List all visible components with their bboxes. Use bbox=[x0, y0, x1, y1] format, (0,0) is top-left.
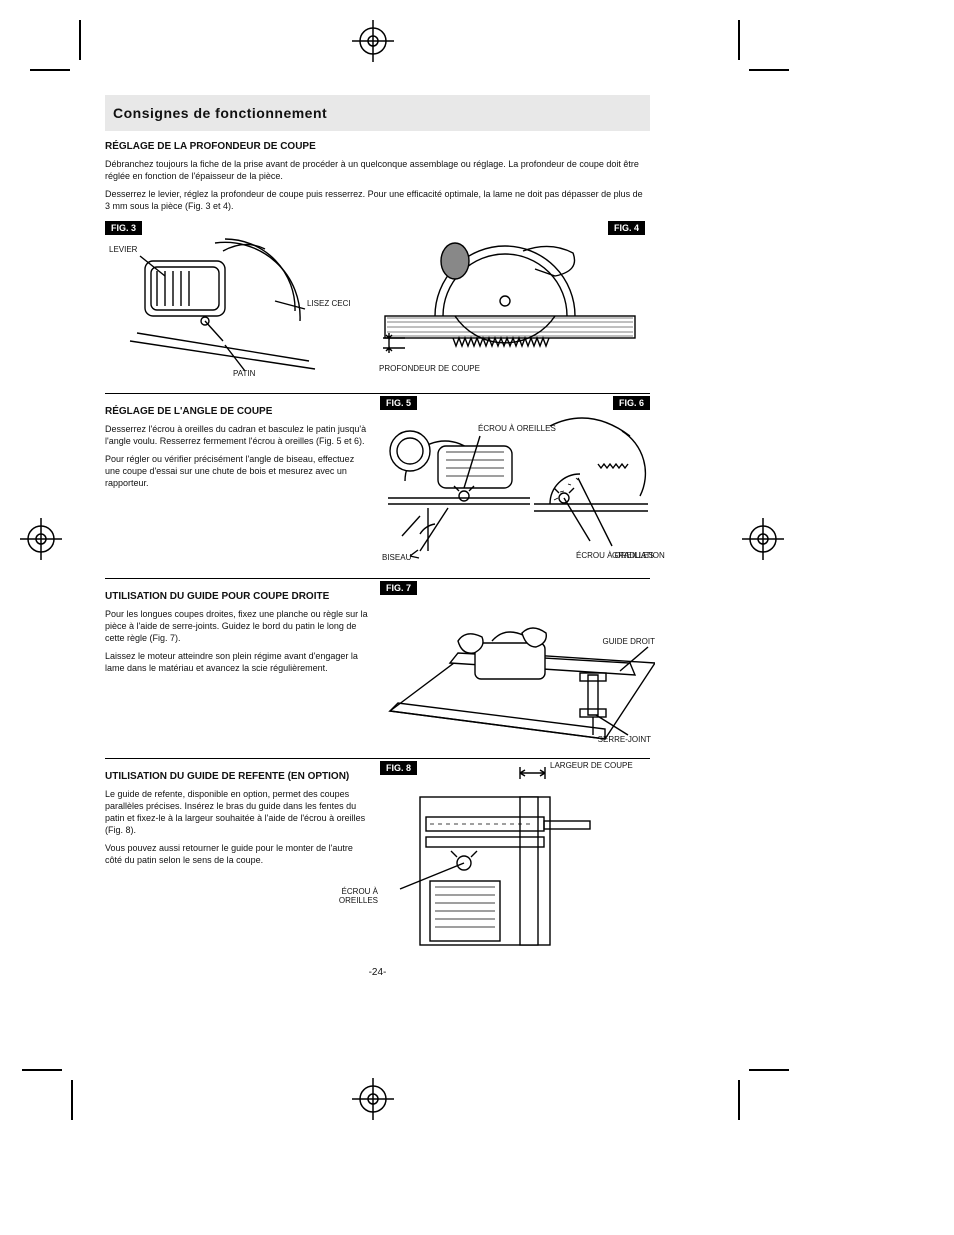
text-straight-1: Pour les longues coupes droites, fixez u… bbox=[105, 608, 370, 644]
registration-mark-top bbox=[352, 20, 394, 62]
fig5-callout-angle: BISEAU bbox=[382, 553, 411, 562]
fig7-label: FIG. 7 bbox=[380, 581, 417, 595]
page-title: Consignes de fonctionnement bbox=[113, 105, 327, 121]
fig4-illustration bbox=[375, 221, 645, 381]
text-depth-1: Débranchez toujours la fiche de la prise… bbox=[105, 158, 650, 182]
separator-2 bbox=[105, 578, 650, 579]
heading-bevel: RÉGLAGE DE L'ANGLE DE COUPE bbox=[105, 406, 370, 417]
crop-mark-top-right bbox=[729, 20, 789, 80]
figure-3: FIG. 3 bbox=[105, 221, 365, 381]
text-bevel-2: Pour régler ou vérifier précisément l'an… bbox=[105, 453, 370, 489]
text-depth-2: Desserrez le levier, réglez la profondeu… bbox=[105, 188, 650, 212]
page-content: Consignes de fonctionnement RÉGLAGE DE L… bbox=[105, 95, 650, 946]
fig4-label: FIG. 4 bbox=[608, 221, 645, 235]
title-bar: Consignes de fonctionnement bbox=[105, 95, 650, 131]
registration-mark-right bbox=[742, 518, 784, 560]
figure-row-3-4: FIG. 3 bbox=[105, 221, 650, 381]
figure-7: FIG. 7 bbox=[380, 581, 655, 746]
fig8-label: FIG. 8 bbox=[380, 761, 417, 775]
fig5-label: FIG. 5 bbox=[380, 396, 417, 410]
figure-6: FIG. 6 bbox=[530, 396, 650, 566]
row-bevel: RÉGLAGE DE L'ANGLE DE COUPE Desserrez l'… bbox=[105, 396, 650, 566]
registration-mark-bottom bbox=[352, 1078, 394, 1120]
text-bevel-1: Desserrez l'écrou à oreilles du cadran e… bbox=[105, 423, 370, 447]
crop-mark-bottom-left bbox=[22, 1060, 82, 1120]
crop-mark-bottom-right bbox=[729, 1060, 789, 1120]
fig3-callout-tab: LISEZ CECI bbox=[307, 299, 351, 308]
row-straight: UTILISATION DU GUIDE POUR COUPE DROITE P… bbox=[105, 581, 650, 746]
fig3-callout-lever: LEVIER bbox=[109, 245, 137, 254]
text-rip-1: Le guide de refente, disponible en optio… bbox=[105, 788, 370, 837]
separator-1 bbox=[105, 393, 650, 394]
heading-straight: UTILISATION DU GUIDE POUR COUPE DROITE bbox=[105, 591, 370, 602]
figure-5: FIG. 5 bbox=[380, 396, 535, 566]
row-rip: UTILISATION DU GUIDE DE REFENTE (en opti… bbox=[105, 761, 650, 946]
figure-4: FIG. 4 bbox=[375, 221, 645, 381]
fig8-illustration bbox=[380, 761, 655, 946]
fig6-illustration bbox=[530, 396, 650, 566]
fig6-label: FIG. 6 bbox=[613, 396, 650, 410]
crop-mark-top-left bbox=[30, 20, 90, 80]
heading-depth: RÉGLAGE DE LA PROFONDEUR DE COUPE bbox=[105, 141, 650, 152]
separator-3 bbox=[105, 758, 650, 759]
heading-rip: UTILISATION DU GUIDE DE REFENTE (en opti… bbox=[105, 771, 370, 782]
fig7-illustration bbox=[380, 581, 655, 746]
fig3-label: FIG. 3 bbox=[105, 221, 142, 235]
fig8-callout-wing: ÉCROU À OREILLES bbox=[338, 887, 378, 905]
fig3-callout-shoe: PATIN bbox=[233, 369, 255, 378]
text-rip-2: Vous pouvez aussi retourner le guide pou… bbox=[105, 842, 370, 866]
page-number: -24- bbox=[369, 967, 387, 978]
fig4-callout-depth: PROFONDEUR DE COUPE bbox=[379, 364, 480, 373]
fig8-callout-width: LARGEUR DE COUPE bbox=[550, 761, 633, 770]
fig7-callout-guide: GUIDE DROIT bbox=[603, 637, 655, 646]
fig6-callout-scale: GRADUATION bbox=[612, 551, 665, 560]
fig7-callout-clamp: SERRE-JOINT bbox=[598, 735, 651, 744]
registration-mark-left bbox=[20, 518, 62, 560]
figure-8: FIG. 8 bbox=[380, 761, 655, 946]
text-straight-2: Laissez le moteur atteindre son plein ré… bbox=[105, 650, 370, 674]
fig5-illustration bbox=[380, 396, 535, 566]
